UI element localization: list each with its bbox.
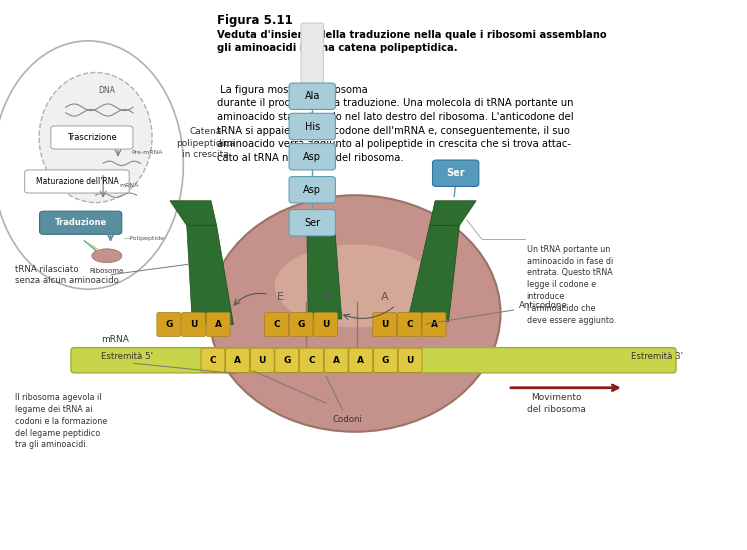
FancyBboxPatch shape: [300, 348, 323, 372]
Text: C: C: [273, 320, 279, 329]
Text: Movimento
del ribosoma: Movimento del ribosoma: [527, 393, 586, 414]
Text: Estremità 5': Estremità 5': [101, 352, 153, 361]
FancyBboxPatch shape: [398, 348, 422, 372]
Text: Anticodone: Anticodone: [426, 301, 568, 324]
Text: Ser: Ser: [304, 218, 320, 228]
FancyBboxPatch shape: [206, 312, 230, 337]
Text: A: A: [430, 320, 438, 329]
Text: His: His: [305, 122, 320, 131]
FancyBboxPatch shape: [433, 160, 479, 186]
Text: C: C: [309, 356, 314, 365]
Text: Catena
polipeptidica
in crescita: Catena polipeptidica in crescita: [176, 126, 235, 160]
FancyBboxPatch shape: [40, 211, 122, 234]
Text: A: A: [332, 356, 340, 365]
Text: A: A: [214, 320, 222, 329]
Text: G: G: [283, 356, 291, 365]
FancyBboxPatch shape: [289, 83, 335, 109]
FancyBboxPatch shape: [374, 348, 397, 372]
Text: Asp: Asp: [303, 152, 321, 162]
Text: Figura 5.11: Figura 5.11: [217, 14, 292, 27]
Text: Estremità 3': Estremità 3': [631, 352, 684, 361]
FancyBboxPatch shape: [289, 177, 335, 203]
Text: Il ribosoma agevola il
legame dei tRNA ai
codoni e la formazione
del legame pept: Il ribosoma agevola il legame dei tRNA a…: [15, 393, 107, 449]
Polygon shape: [307, 236, 341, 319]
Text: mRNA: mRNA: [120, 183, 139, 189]
Text: La figura mostra un ribosoma
durante il processo della traduzione. Una molecola : La figura mostra un ribosoma durante il …: [217, 85, 573, 163]
Text: A: A: [234, 356, 241, 365]
Text: —Polipeptide: —Polipeptide: [124, 236, 165, 241]
Text: U: U: [406, 356, 414, 365]
Text: Ribosoma: Ribosoma: [90, 268, 124, 274]
FancyBboxPatch shape: [250, 348, 274, 372]
FancyBboxPatch shape: [275, 348, 299, 372]
Text: U: U: [322, 320, 329, 329]
Text: Traduzione: Traduzione: [55, 218, 107, 227]
Ellipse shape: [209, 195, 500, 432]
Text: G: G: [297, 320, 305, 329]
Text: DNA: DNA: [99, 86, 115, 95]
Text: Un tRNA portante un
aminoacido in fase di
entrata. Questo tRNA
legge il codone e: Un tRNA portante un aminoacido in fase d…: [527, 245, 616, 324]
Text: P: P: [325, 292, 332, 302]
Ellipse shape: [275, 245, 435, 327]
Text: Veduta d'insieme della traduzione nella quale i ribosomi assemblano
gli aminoaci: Veduta d'insieme della traduzione nella …: [217, 30, 607, 53]
Text: Pre-mRNA: Pre-mRNA: [131, 150, 163, 156]
Polygon shape: [170, 201, 217, 226]
Text: U: U: [258, 356, 266, 365]
Ellipse shape: [92, 249, 122, 263]
Text: tRNA rilasciato
senza alcun aminoacido: tRNA rilasciato senza alcun aminoacido: [15, 265, 119, 285]
FancyBboxPatch shape: [373, 312, 397, 337]
Text: C: C: [406, 320, 412, 329]
Text: E: E: [276, 292, 284, 302]
Polygon shape: [430, 201, 477, 226]
Text: U: U: [381, 320, 388, 329]
FancyBboxPatch shape: [301, 23, 323, 87]
FancyBboxPatch shape: [71, 348, 676, 373]
Text: Ser: Ser: [447, 168, 465, 178]
FancyBboxPatch shape: [289, 144, 335, 170]
Text: A: A: [357, 356, 365, 365]
FancyBboxPatch shape: [264, 312, 288, 337]
Ellipse shape: [39, 73, 152, 202]
FancyBboxPatch shape: [422, 312, 446, 337]
FancyBboxPatch shape: [349, 348, 373, 372]
FancyBboxPatch shape: [226, 348, 249, 372]
Text: Trascrizione: Trascrizione: [67, 133, 117, 142]
FancyBboxPatch shape: [397, 312, 421, 337]
FancyBboxPatch shape: [25, 170, 129, 193]
Text: U: U: [190, 320, 197, 329]
Text: C: C: [210, 356, 216, 365]
Text: Ala: Ala: [305, 91, 320, 101]
FancyBboxPatch shape: [182, 312, 205, 337]
Polygon shape: [187, 226, 233, 324]
FancyBboxPatch shape: [314, 312, 338, 337]
Text: G: G: [382, 356, 389, 365]
Text: Codoni: Codoni: [326, 377, 362, 424]
FancyBboxPatch shape: [289, 312, 313, 337]
FancyBboxPatch shape: [289, 210, 335, 236]
Text: Maturazione dell'RNA: Maturazione dell'RNA: [36, 177, 118, 186]
Text: Asp: Asp: [303, 185, 321, 195]
Polygon shape: [408, 226, 459, 322]
Text: A: A: [381, 292, 388, 302]
FancyBboxPatch shape: [157, 312, 181, 337]
FancyBboxPatch shape: [289, 113, 335, 140]
FancyBboxPatch shape: [51, 126, 133, 149]
Text: G: G: [165, 320, 173, 329]
FancyBboxPatch shape: [324, 348, 348, 372]
Text: mRNA: mRNA: [101, 335, 128, 344]
Ellipse shape: [0, 41, 183, 289]
Polygon shape: [295, 212, 335, 236]
FancyBboxPatch shape: [201, 348, 225, 372]
